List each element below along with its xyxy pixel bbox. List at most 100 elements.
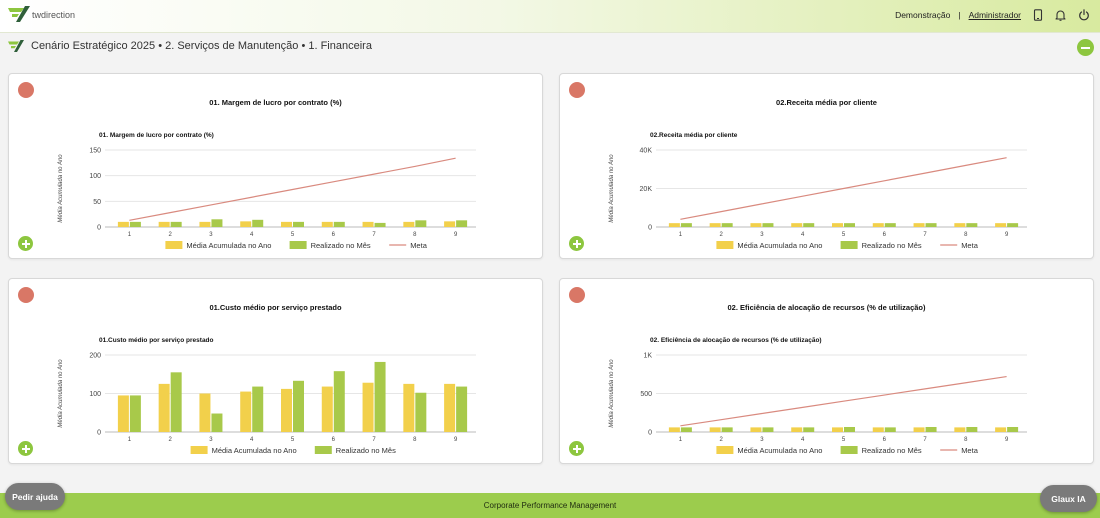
real-bar — [170, 221, 182, 227]
legend-avg-swatch — [165, 241, 183, 249]
y-tick-label: 150 — [89, 148, 101, 155]
chart: 0 50 100 150 01. Margem de lucro por contrat… — [58, 132, 476, 250]
avg-bar — [995, 223, 1007, 227]
tablet-icon[interactable] — [1033, 9, 1043, 21]
real-bar — [844, 223, 855, 227]
real-bar — [211, 413, 223, 432]
demo-link[interactable]: Demonstração — [895, 10, 951, 20]
x-tick-label: 7 — [923, 437, 927, 443]
x-tick-label: 9 — [454, 232, 458, 238]
x-tick-label: 6 — [883, 437, 887, 443]
real-bar — [456, 386, 468, 432]
chart: 0 500 1K 02. Eficiência de alocação de recu… — [609, 337, 1027, 455]
status-red-icon[interactable] — [18, 287, 34, 303]
avg-bar — [791, 223, 803, 227]
x-tick-label: 4 — [801, 232, 805, 238]
avg-bar — [321, 386, 333, 432]
x-tick-label: 4 — [250, 437, 254, 443]
y-tick-label: 100 — [89, 391, 101, 398]
help-button[interactable]: Pedir ajuda — [5, 483, 65, 510]
legend-real-label: Realizado no Mês — [311, 241, 371, 250]
avg-bar — [117, 395, 129, 432]
real-bar — [293, 380, 304, 432]
real-bar — [456, 220, 468, 227]
real-bar — [721, 223, 733, 227]
real-bar — [762, 427, 774, 432]
real-bar — [211, 219, 223, 227]
x-tick-label: 8 — [964, 232, 968, 238]
avg-bar — [199, 221, 211, 227]
x-tick-label: 3 — [209, 232, 213, 238]
legend-real-label: Realizado no Mês — [336, 446, 396, 455]
real-bar — [884, 223, 896, 227]
add-button[interactable] — [18, 236, 33, 251]
x-tick-label: 9 — [1005, 437, 1009, 443]
y-tick-label: 0 — [97, 430, 101, 437]
x-tick-label: 7 — [923, 232, 927, 238]
avg-bar — [832, 223, 843, 227]
x-tick-label: 7 — [372, 437, 376, 443]
x-tick-label: 4 — [250, 232, 254, 238]
chart-inner-title: 01.Custo médio por serviço prestado — [99, 337, 214, 344]
real-bar — [721, 427, 733, 432]
legend-avg-label: Média Acumulada no Ano — [737, 446, 822, 455]
indicator-card: 0 500 1K 02. Eficiência de alocação de recu… — [559, 278, 1094, 464]
x-tick-label: 5 — [842, 232, 846, 238]
real-bar — [374, 361, 386, 432]
y-tick-label: 0 — [648, 430, 652, 437]
legend-real-swatch — [840, 241, 858, 249]
breadcrumb-text: Cenário Estratégico 2025 • 2. Serviços d… — [31, 40, 372, 52]
add-button[interactable] — [569, 441, 584, 456]
avg-bar — [403, 221, 415, 227]
logo[interactable]: twdirection — [8, 6, 75, 22]
avg-bar — [240, 221, 252, 227]
x-tick-label: 6 — [883, 232, 887, 238]
real-bar — [1007, 426, 1019, 432]
avg-bar — [872, 427, 884, 432]
avg-bar — [913, 427, 925, 432]
status-red-icon[interactable] — [569, 82, 585, 98]
legend-real-swatch — [314, 446, 332, 454]
power-icon[interactable] — [1078, 9, 1090, 21]
x-tick-label: 3 — [760, 232, 764, 238]
legend-real-swatch — [289, 241, 307, 249]
x-tick-label: 2 — [168, 437, 172, 443]
chart-inner-title: 02. Eficiência de alocação de recursos (… — [650, 337, 822, 344]
status-red-icon[interactable] — [18, 82, 34, 98]
real-bar — [925, 223, 937, 227]
card-title: 01. Margem de lucro por contrato (%) — [209, 98, 342, 107]
avg-bar — [158, 221, 170, 227]
real-bar — [884, 427, 896, 432]
legend-meta-label: Meta — [410, 241, 428, 250]
real-bar — [1007, 223, 1019, 227]
real-bar — [293, 221, 304, 227]
indicator-card: 0 100 200 01.Custo médio por serviço presta… — [8, 278, 543, 464]
admin-link[interactable]: Administrador — [968, 10, 1021, 20]
x-tick-label: 2 — [719, 232, 723, 238]
add-button[interactable] — [569, 236, 584, 251]
x-tick-label: 1 — [128, 232, 132, 238]
x-tick-label: 4 — [801, 437, 805, 443]
breadcrumb: Cenário Estratégico 2025 • 2. Serviços d… — [8, 40, 372, 52]
card-title: 02.Receita média por cliente — [776, 98, 877, 107]
real-bar — [129, 221, 141, 227]
chart: 0 20K 40K 02.Receita média por cliente Média… — [609, 132, 1027, 250]
legend-avg-label: Média Acumulada no Ano — [186, 241, 271, 250]
glaux-ai-button[interactable]: Glaux IA — [1040, 485, 1097, 512]
avg-bar — [709, 427, 721, 432]
x-tick-label: 8 — [964, 437, 968, 443]
real-bar — [374, 222, 386, 227]
x-tick-label: 2 — [719, 437, 723, 443]
status-red-icon[interactable] — [569, 287, 585, 303]
avg-bar — [321, 221, 333, 227]
legend-meta-label: Meta — [961, 241, 979, 250]
x-tick-label: 5 — [291, 232, 295, 238]
logo-text: twdirection — [32, 10, 76, 20]
collapse-button[interactable] — [1077, 39, 1094, 56]
x-tick-label: 6 — [332, 232, 336, 238]
add-button[interactable] — [18, 441, 33, 456]
bell-icon[interactable] — [1055, 9, 1066, 21]
real-bar — [129, 395, 141, 432]
x-tick-label: 3 — [760, 437, 764, 443]
avg-bar — [199, 393, 211, 432]
